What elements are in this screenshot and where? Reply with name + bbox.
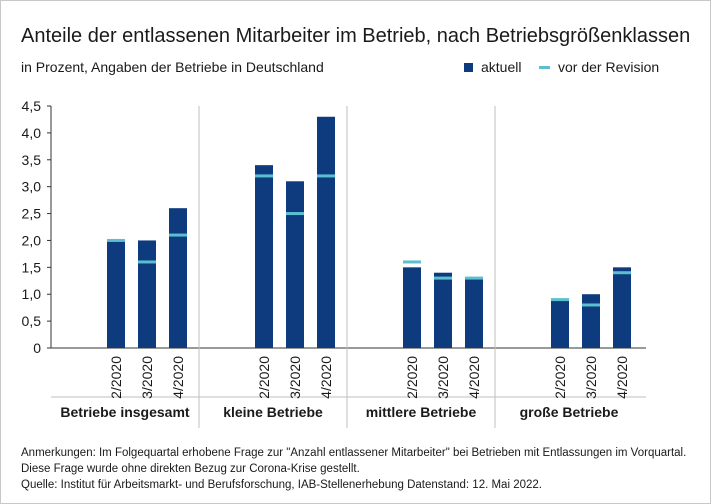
revision-marker: [317, 174, 335, 178]
x-tick-label: 3/2020: [435, 356, 451, 399]
legend-line-swatch: [539, 65, 550, 69]
x-tick-label: 2/2020: [552, 356, 568, 399]
revision-marker: [138, 260, 156, 264]
bar-current: [255, 165, 273, 348]
y-tick-label: 0,5: [22, 313, 42, 329]
revision-marker: [465, 276, 483, 280]
bar-current: [613, 267, 631, 348]
y-tick-label: 4,0: [22, 125, 42, 141]
x-tick-label: 3/2020: [287, 356, 303, 399]
bar-current: [465, 278, 483, 348]
legend-before-revision: vor der Revision: [539, 59, 659, 75]
bar-current: [169, 208, 187, 348]
bar-chart: 0 0,5 1,0 1,5 2,0 2,5 3,0 3,5 4,0 4,5 2/2020 3/2020…: [22, 98, 646, 428]
group-label: kleine Betriebe: [223, 404, 323, 420]
bar-current: [286, 181, 304, 348]
revision-marker: [169, 233, 187, 237]
y-tick-label: 2,5: [22, 206, 42, 222]
chart-title: Anteile der entlassenen Mitarbeiter im B…: [21, 25, 691, 47]
legend-bar-swatch: [464, 62, 473, 72]
group-label: große Betriebe: [520, 404, 619, 420]
bar-current: [434, 272, 452, 348]
legend-before-revision-label: vor der Revision: [558, 59, 660, 75]
y-tick-label: 3,5: [22, 152, 42, 168]
chart-subtitle: in Prozent, Angaben der Betriebe in Deut…: [21, 59, 324, 75]
notes-line-1: Anmerkungen: Im Folgequartal erhobene Fr…: [21, 447, 687, 459]
bar-current: [107, 240, 125, 348]
revision-marker: [286, 212, 304, 216]
legend-current-label: aktuell: [481, 59, 522, 75]
revision-marker: [107, 238, 125, 242]
x-tick-label: 3/2020: [583, 356, 599, 399]
x-tick-label: 4/2020: [318, 356, 334, 399]
revision-marker: [582, 303, 600, 307]
x-tick-label: 2/2020: [108, 356, 124, 399]
y-tick-label: 3,0: [22, 179, 42, 195]
bar-current: [551, 299, 569, 348]
y-tick-label: 2,0: [22, 232, 42, 248]
x-tick-label: 3/2020: [139, 356, 155, 399]
group-label: Betriebe insgesamt: [60, 404, 189, 420]
y-tick-label: 1,5: [22, 259, 42, 275]
y-tick-label: 1,0: [22, 286, 42, 302]
bar-current: [582, 294, 600, 348]
legend-current: aktuell: [464, 59, 521, 75]
revision-marker: [434, 276, 452, 280]
notes-line-2: Diese Frage wurde ohne direkten Bezug zu…: [21, 463, 360, 475]
revision-marker: [403, 260, 421, 264]
bar-current: [403, 267, 421, 348]
revision-marker: [255, 174, 273, 178]
y-tick-label: 0: [33, 340, 41, 356]
y-tick-label: 4,5: [22, 98, 42, 114]
revision-marker: [613, 271, 631, 275]
source-line: Quelle: Institut für Arbeitsmarkt- und B…: [21, 479, 542, 491]
x-tick-label: 4/2020: [170, 356, 186, 399]
revision-marker: [551, 298, 569, 302]
x-tick-label: 4/2020: [466, 356, 482, 399]
bar-current: [138, 240, 156, 348]
x-tick-label: 2/2020: [404, 356, 420, 399]
chart-notes: Anmerkungen: Im Folgequartal erhobene Fr…: [21, 445, 701, 493]
x-tick-label: 4/2020: [614, 356, 630, 399]
x-tick-label: 2/2020: [256, 356, 272, 399]
bar-current: [317, 116, 335, 348]
group-label: mittlere Betriebe: [366, 404, 477, 420]
